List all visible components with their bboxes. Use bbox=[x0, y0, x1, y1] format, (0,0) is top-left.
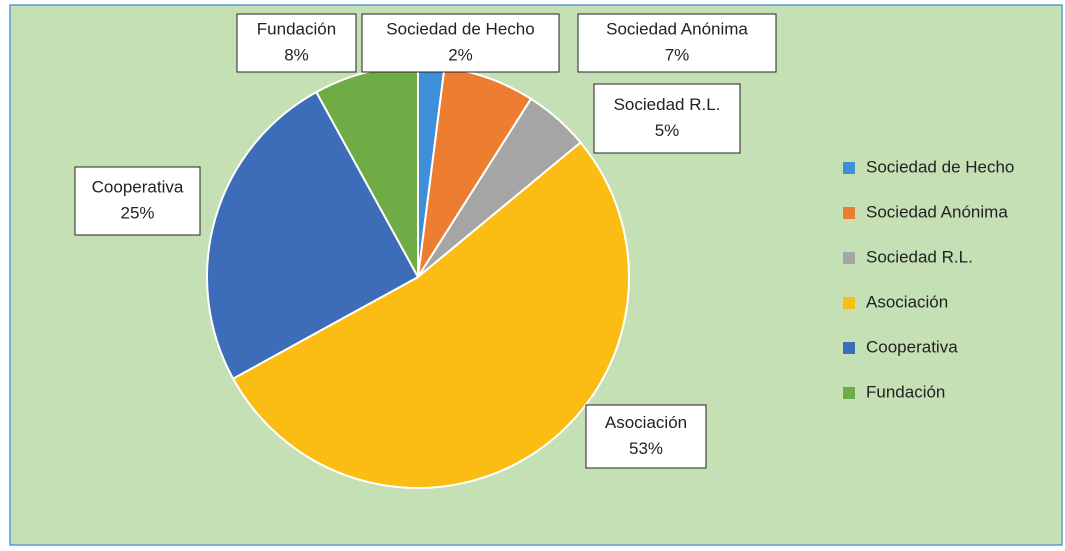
legend-label: Asociación bbox=[866, 292, 948, 311]
data-label-name: Sociedad Anónima bbox=[606, 19, 748, 38]
data-label-box bbox=[236, 13, 357, 73]
legend-label: Sociedad R.L. bbox=[866, 247, 973, 266]
data-label-box bbox=[361, 13, 560, 73]
pie-slice bbox=[231, 141, 630, 489]
legend-label: Sociedad de Hecho bbox=[866, 157, 1014, 176]
data-label-name: Asociación bbox=[605, 413, 687, 432]
legend-swatch bbox=[843, 252, 855, 264]
legend-swatch bbox=[843, 387, 855, 399]
legend-label: Sociedad Anónima bbox=[866, 202, 1008, 221]
data-label-box bbox=[585, 404, 707, 469]
legend-swatch bbox=[843, 162, 855, 174]
data-label-box bbox=[74, 166, 201, 236]
pie-slice bbox=[206, 90, 420, 381]
legend-label: Fundación bbox=[866, 382, 945, 401]
legend-swatch bbox=[843, 342, 855, 354]
data-label-value: 8% bbox=[284, 45, 309, 64]
data-label-value: 7% bbox=[665, 45, 690, 64]
legend-swatch bbox=[843, 207, 855, 219]
data-label-name: Sociedad R.L. bbox=[614, 95, 721, 114]
data-label-value: 53% bbox=[629, 439, 663, 458]
data-label-name: Sociedad de Hecho bbox=[386, 19, 534, 38]
data-label-name: Cooperativa bbox=[92, 177, 184, 196]
data-label-box bbox=[577, 13, 777, 73]
data-label-value: 25% bbox=[120, 203, 154, 222]
data-label-value: 2% bbox=[448, 45, 473, 64]
data-label-value: 5% bbox=[655, 121, 680, 140]
data-label-name: Fundación bbox=[257, 19, 336, 38]
legend-label: Cooperativa bbox=[866, 337, 958, 356]
data-label-box bbox=[593, 83, 741, 154]
legend-swatch bbox=[843, 297, 855, 309]
